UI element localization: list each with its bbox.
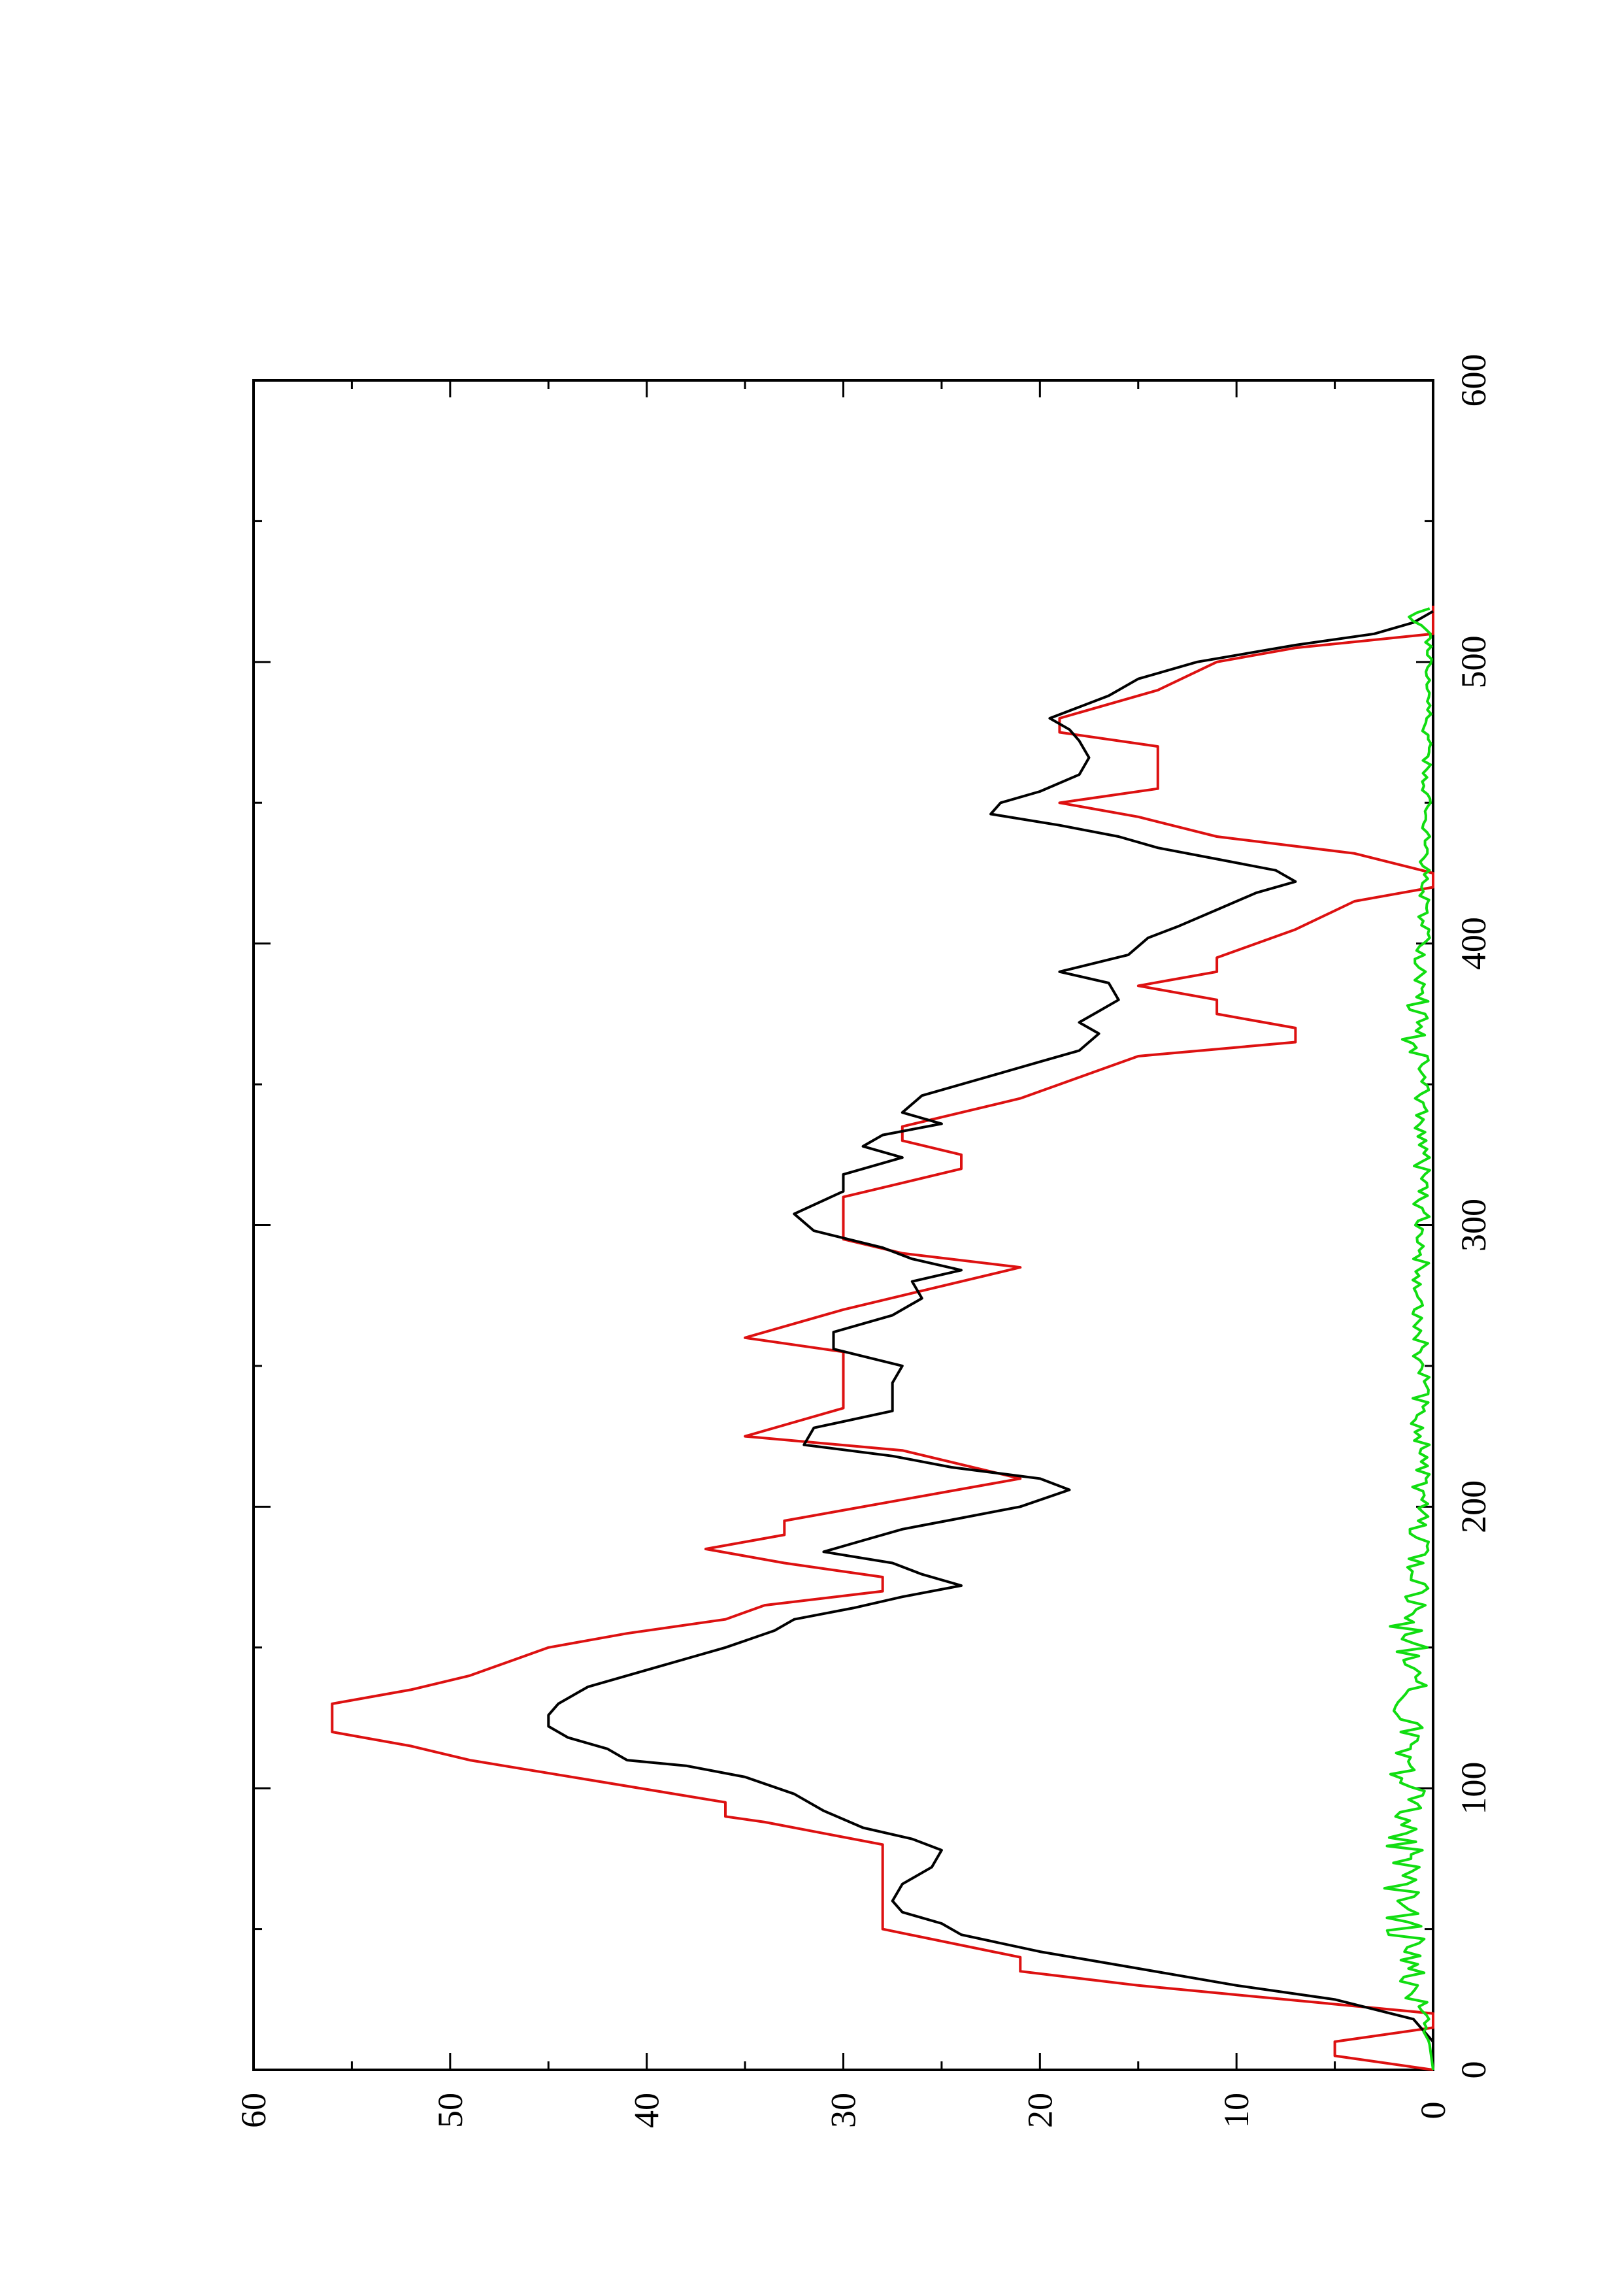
series-line-1 [331,605,1434,2071]
y-tick-label: 60 [234,2093,273,2128]
series-line-3 [1383,607,1434,2071]
x-tick-label: 200 [1454,1480,1493,1533]
series-line-2 [547,610,1434,2070]
y-tick-label: 10 [1217,2093,1256,2128]
y-tick-label: 40 [627,2093,667,2128]
y-tick-label: 0 [1413,2102,1453,2120]
y-tick-label: 50 [431,2093,470,2128]
y-tick-label: 20 [1020,2093,1059,2128]
x-tick-label: 400 [1454,917,1493,970]
x-tick-label: 300 [1454,1199,1493,1252]
x-tick-label: 100 [1454,1762,1493,1815]
y-tick-label: 30 [824,2093,863,2128]
x-tick-label: 600 [1454,354,1493,407]
x-tick-label: 0 [1454,2061,1493,2079]
x-tick-label: 500 [1454,635,1493,688]
